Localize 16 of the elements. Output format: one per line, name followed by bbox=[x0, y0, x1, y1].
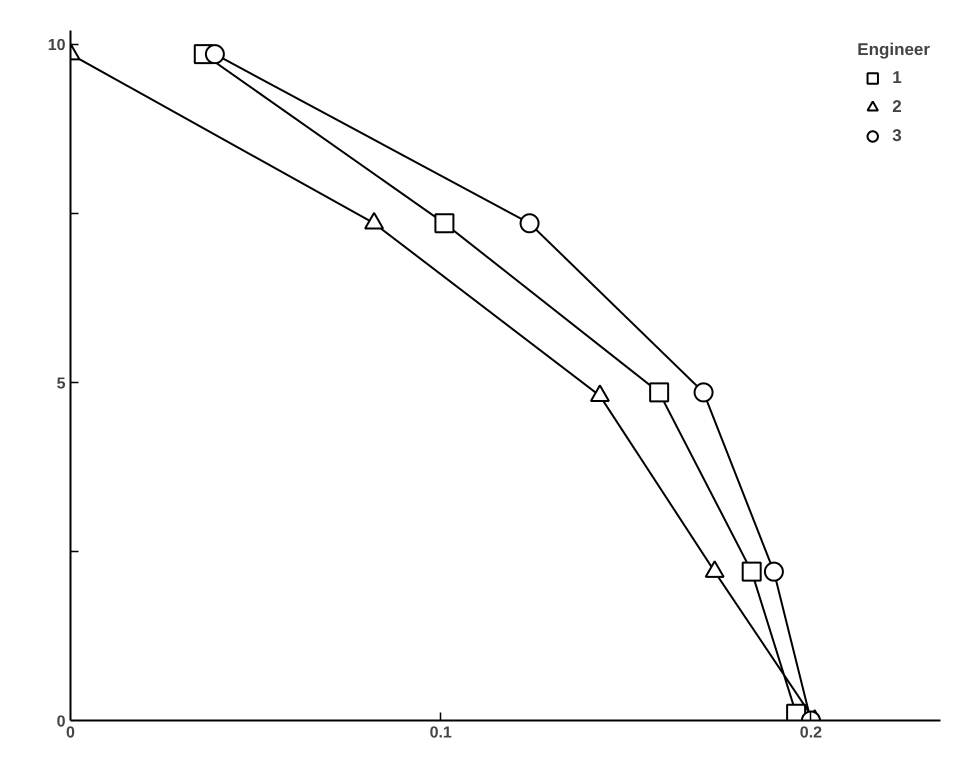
x-tick-label: 0.2 bbox=[800, 724, 822, 742]
point bbox=[764, 562, 784, 582]
point bbox=[204, 44, 225, 64]
point bbox=[520, 213, 540, 234]
point bbox=[742, 562, 762, 582]
legend-label: 1 bbox=[892, 68, 903, 88]
y-tick-label: 0 bbox=[56, 714, 66, 730]
point bbox=[694, 382, 714, 402]
point bbox=[649, 382, 670, 402]
legend-title: Engineer bbox=[857, 40, 930, 60]
legend-label: 2 bbox=[892, 97, 903, 117]
legend-label: 3 bbox=[892, 126, 903, 146]
y-tick-label: 5 bbox=[56, 375, 66, 392]
point bbox=[434, 213, 454, 234]
x-tick-label: 0.1 bbox=[430, 724, 452, 742]
y-tick-label: 10 bbox=[48, 37, 66, 54]
